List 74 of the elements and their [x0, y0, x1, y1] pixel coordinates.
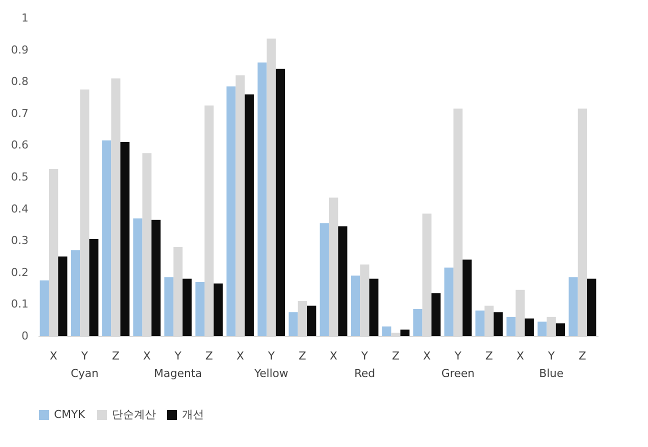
x-tick-label: X — [236, 350, 244, 362]
x-tick-label: Z — [205, 350, 214, 362]
y-tick-label: 0 — [22, 330, 28, 342]
x-tick-label: Z — [578, 350, 587, 362]
bar — [556, 323, 566, 336]
y-tick-label: 0.3 — [11, 234, 28, 248]
bar — [226, 86, 236, 336]
text: Yellow — [253, 367, 288, 380]
legend-label: 개선 — [182, 408, 204, 421]
bar — [369, 278, 378, 336]
x-tick-label: Y — [174, 350, 182, 362]
bar — [195, 282, 205, 336]
x-tick-label: X — [143, 350, 152, 362]
bar — [462, 260, 472, 336]
y-tick-label: 0.2 — [11, 266, 28, 279]
y-tick-label: 0.9 — [11, 43, 28, 56]
bar — [538, 322, 547, 336]
bar — [40, 280, 49, 336]
bar — [288, 312, 298, 336]
y-tick-label: 0.1 — [11, 298, 28, 311]
x-tick-label: X — [50, 350, 58, 362]
x-tick-label: Y — [266, 350, 275, 362]
text: Blue — [539, 367, 564, 380]
text: Cyan — [70, 367, 99, 380]
bar — [120, 142, 130, 336]
x-tick-label: X — [516, 350, 524, 362]
bar — [89, 239, 98, 336]
x-tick-label: Y — [454, 350, 462, 362]
x-tick-label: Y — [80, 350, 88, 362]
x-tick-label: Z — [485, 350, 494, 362]
bar — [151, 220, 161, 336]
x-tick-label: Z — [298, 350, 307, 362]
bar — [444, 268, 454, 336]
y-tick-label: 0.8 — [11, 75, 28, 88]
text: Magenta — [154, 367, 202, 380]
x-tick-label: Z — [112, 350, 120, 362]
bar — [587, 278, 596, 336]
bar — [431, 293, 441, 336]
bar — [258, 62, 267, 336]
bar — [494, 312, 503, 336]
y-tick-label: 0.6 — [11, 138, 28, 152]
y-tick-label: 1 — [22, 12, 28, 24]
y-tick-label: 0.5 — [11, 170, 28, 184]
bar — [182, 278, 192, 336]
bar — [244, 94, 254, 336]
bar — [413, 308, 422, 336]
bar — [133, 218, 142, 336]
bar — [400, 330, 410, 336]
bar — [320, 223, 329, 336]
x-tick-label: X — [330, 350, 338, 362]
x-tick-label: Z — [392, 350, 400, 362]
bar — [338, 226, 348, 336]
bar — [70, 250, 80, 336]
bar — [164, 277, 174, 336]
text: Red — [354, 367, 376, 380]
text: Green — [441, 367, 475, 380]
x-tick-label: Y — [360, 350, 368, 362]
x-tick-label: X — [423, 350, 432, 362]
legend-label: CMYK — [54, 408, 86, 421]
bar — [475, 310, 485, 336]
x-tick-label: Y — [546, 350, 555, 362]
bar — [568, 277, 578, 336]
bar — [506, 316, 516, 336]
y-tick-label: 0.4 — [11, 202, 28, 216]
bar — [524, 318, 534, 336]
bar — [102, 140, 112, 336]
bar — [214, 284, 223, 336]
legend-label: 단순계산 — [112, 408, 156, 421]
bar — [350, 276, 360, 336]
bar — [276, 68, 286, 336]
bar — [58, 256, 68, 336]
bar — [382, 326, 392, 336]
y-tick-label: 0.7 — [11, 106, 28, 120]
bar — [307, 306, 316, 336]
